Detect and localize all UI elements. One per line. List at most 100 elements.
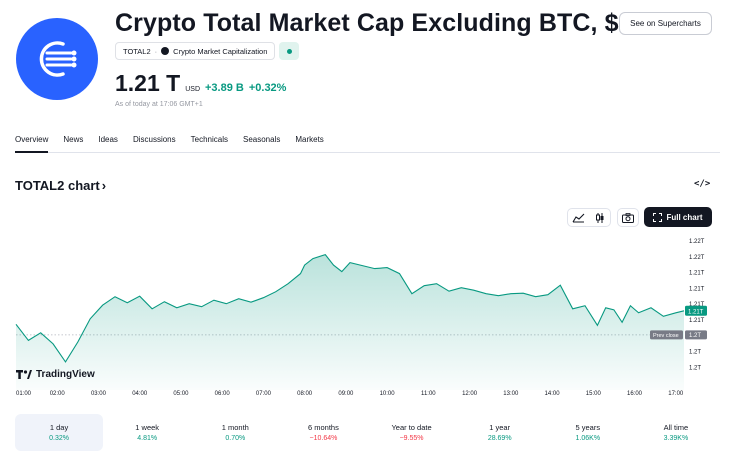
symbol-logo [16, 18, 98, 100]
total-market-icon [39, 41, 77, 77]
price-chart[interactable]: 1.22T1.22T1.21T1.21T1.21T1.21T1.21T1.2T1… [0, 230, 735, 406]
period-value: 1.06K% [575, 435, 601, 442]
period-1-week[interactable]: 1 week 4.81% [103, 414, 191, 451]
period-6-months[interactable]: 6 months −10.64% [279, 414, 367, 451]
x-tick-label: 09:00 [338, 391, 354, 397]
tradingview-logo-icon [16, 370, 32, 379]
price-change-absolute: +3.89 B [205, 82, 244, 94]
period-value: 0.70% [225, 435, 246, 442]
period-value: −9.55% [399, 435, 424, 442]
last-value-label: 1.21T [688, 309, 704, 315]
x-tick-label: 11:00 [421, 391, 436, 397]
price-timestamp: As of today at 17:06 GMT+1 [115, 101, 203, 108]
chart-style-toggle [567, 208, 611, 227]
embed-icon[interactable]: </> [694, 179, 711, 189]
prev-close-value-badge [685, 330, 707, 340]
tab-technicals[interactable]: Technicals [190, 135, 228, 144]
prev-close-badge [650, 330, 683, 340]
y-tick-label: 1.22T [689, 239, 705, 245]
period-label: 6 months [308, 423, 339, 432]
period-year-to-date[interactable]: Year to date −9.55% [368, 414, 456, 451]
tab-markets[interactable]: Markets [295, 135, 324, 144]
tab-news[interactable]: News [63, 135, 84, 144]
status-dot-icon [286, 48, 292, 54]
market-status-badge[interactable] [279, 42, 300, 60]
area-chart-button[interactable] [569, 208, 589, 227]
y-tick-label: 1.21T [689, 302, 705, 308]
period-label: 1 month [221, 423, 249, 432]
see-on-supercharts-button[interactable]: See on Supercharts [619, 12, 712, 35]
area-chart-icon [572, 213, 585, 223]
x-tick-label: 16:00 [627, 391, 643, 397]
prev-close-label: Prev close [653, 333, 679, 339]
symbol-source: Crypto Market Capitalization [173, 46, 268, 56]
tab-discussions[interactable]: Discussions [132, 135, 176, 144]
y-tick-label: 1.22T [689, 255, 705, 261]
tradingview-watermark: TradingView [16, 369, 95, 380]
page-title: Crypto Total Market Cap Excluding BTC, $ [115, 9, 619, 37]
period-label: All time [663, 423, 689, 432]
snapshot-button[interactable] [617, 208, 639, 227]
x-tick-label: 12:00 [462, 391, 478, 397]
x-tick-label: 02:00 [50, 391, 66, 397]
last-value-badge [685, 305, 707, 316]
section-tabs: Overview News Ideas Discussions Technica… [15, 133, 720, 153]
period-1-year[interactable]: 1 year 28.69% [456, 414, 544, 451]
x-tick-label: 10:00 [380, 391, 396, 397]
price-currency: USD [185, 86, 200, 93]
symbol-chip[interactable]: TOTAL2 · Crypto Market Capitalization [115, 42, 276, 60]
last-price: 1.21 T [115, 70, 181, 96]
period-1-day[interactable]: 1 day 0.32% [15, 414, 104, 451]
fullscreen-icon [653, 212, 663, 222]
x-tick-label: 05:00 [173, 391, 189, 397]
x-tick-label: 01:00 [16, 391, 32, 397]
period-value: 4.81% [137, 435, 158, 442]
candles-chart-button[interactable] [590, 208, 610, 227]
period-value: 28.69% [487, 435, 512, 442]
period-all-time[interactable]: All time 3.39K% [632, 414, 720, 451]
tab-seasonals[interactable]: Seasonals [242, 135, 281, 144]
period-value: 3.39K% [663, 435, 689, 442]
symbol-chips: TOTAL2 · Crypto Market Capitalization [115, 42, 300, 60]
symbol-ticker: TOTAL2 [123, 46, 151, 56]
y-tick-label: 1.21T [689, 286, 705, 292]
tradingview-brand-text: TradingView [36, 369, 95, 380]
x-tick-label: 04:00 [132, 391, 148, 397]
tab-overview[interactable]: Overview [15, 133, 49, 153]
prev-close-value-label: 1.2T [689, 333, 701, 339]
tab-ideas[interactable]: Ideas [98, 135, 118, 144]
full-chart-label: Full chart [666, 212, 703, 222]
y-tick-label: 1.2T [689, 365, 701, 371]
x-tick-label: 07:00 [256, 391, 272, 397]
period-label: 1 day [49, 423, 69, 432]
chart-heading-link[interactable]: TOTAL2 chart › [15, 178, 106, 193]
x-tick-label: 13:00 [503, 391, 519, 397]
period-label: 5 years [575, 423, 601, 432]
x-tick-label: 15:00 [586, 391, 602, 397]
candles-icon [595, 212, 603, 223]
period-label: 1 week [135, 423, 160, 432]
performance-periods: 1 day 0.32% 1 week 4.81% 1 month 0.70% 6… [15, 414, 720, 451]
camera-icon [622, 212, 634, 223]
x-tick-label: 08:00 [297, 391, 313, 397]
x-tick-label: 06:00 [215, 391, 231, 397]
period-value: −10.64% [309, 435, 338, 442]
period-1-month[interactable]: 1 month 0.70% [191, 414, 279, 451]
chip-separator: · [154, 46, 158, 56]
y-tick-label: 1.21T [689, 271, 705, 277]
period-label: 1 year [489, 423, 511, 432]
period-5-years[interactable]: 5 years 1.06K% [544, 414, 632, 451]
source-logo-icon [161, 47, 170, 55]
y-tick-label: 1.2T [689, 350, 701, 356]
x-tick-label: 17:00 [668, 391, 684, 397]
full-chart-button[interactable]: Full chart [644, 207, 712, 227]
x-tick-label: 14:00 [545, 391, 561, 397]
chevron-right-icon: › [101, 178, 107, 193]
price-row: 1.21 T USD +3.89 B +0.32% [115, 70, 286, 97]
price-line [15, 253, 685, 363]
period-value: 0.32% [49, 435, 69, 442]
chart-heading-text: TOTAL2 chart [15, 178, 100, 193]
period-label: Year to date [391, 423, 432, 432]
x-tick-label: 03:00 [91, 391, 107, 397]
price-area [16, 254, 684, 390]
